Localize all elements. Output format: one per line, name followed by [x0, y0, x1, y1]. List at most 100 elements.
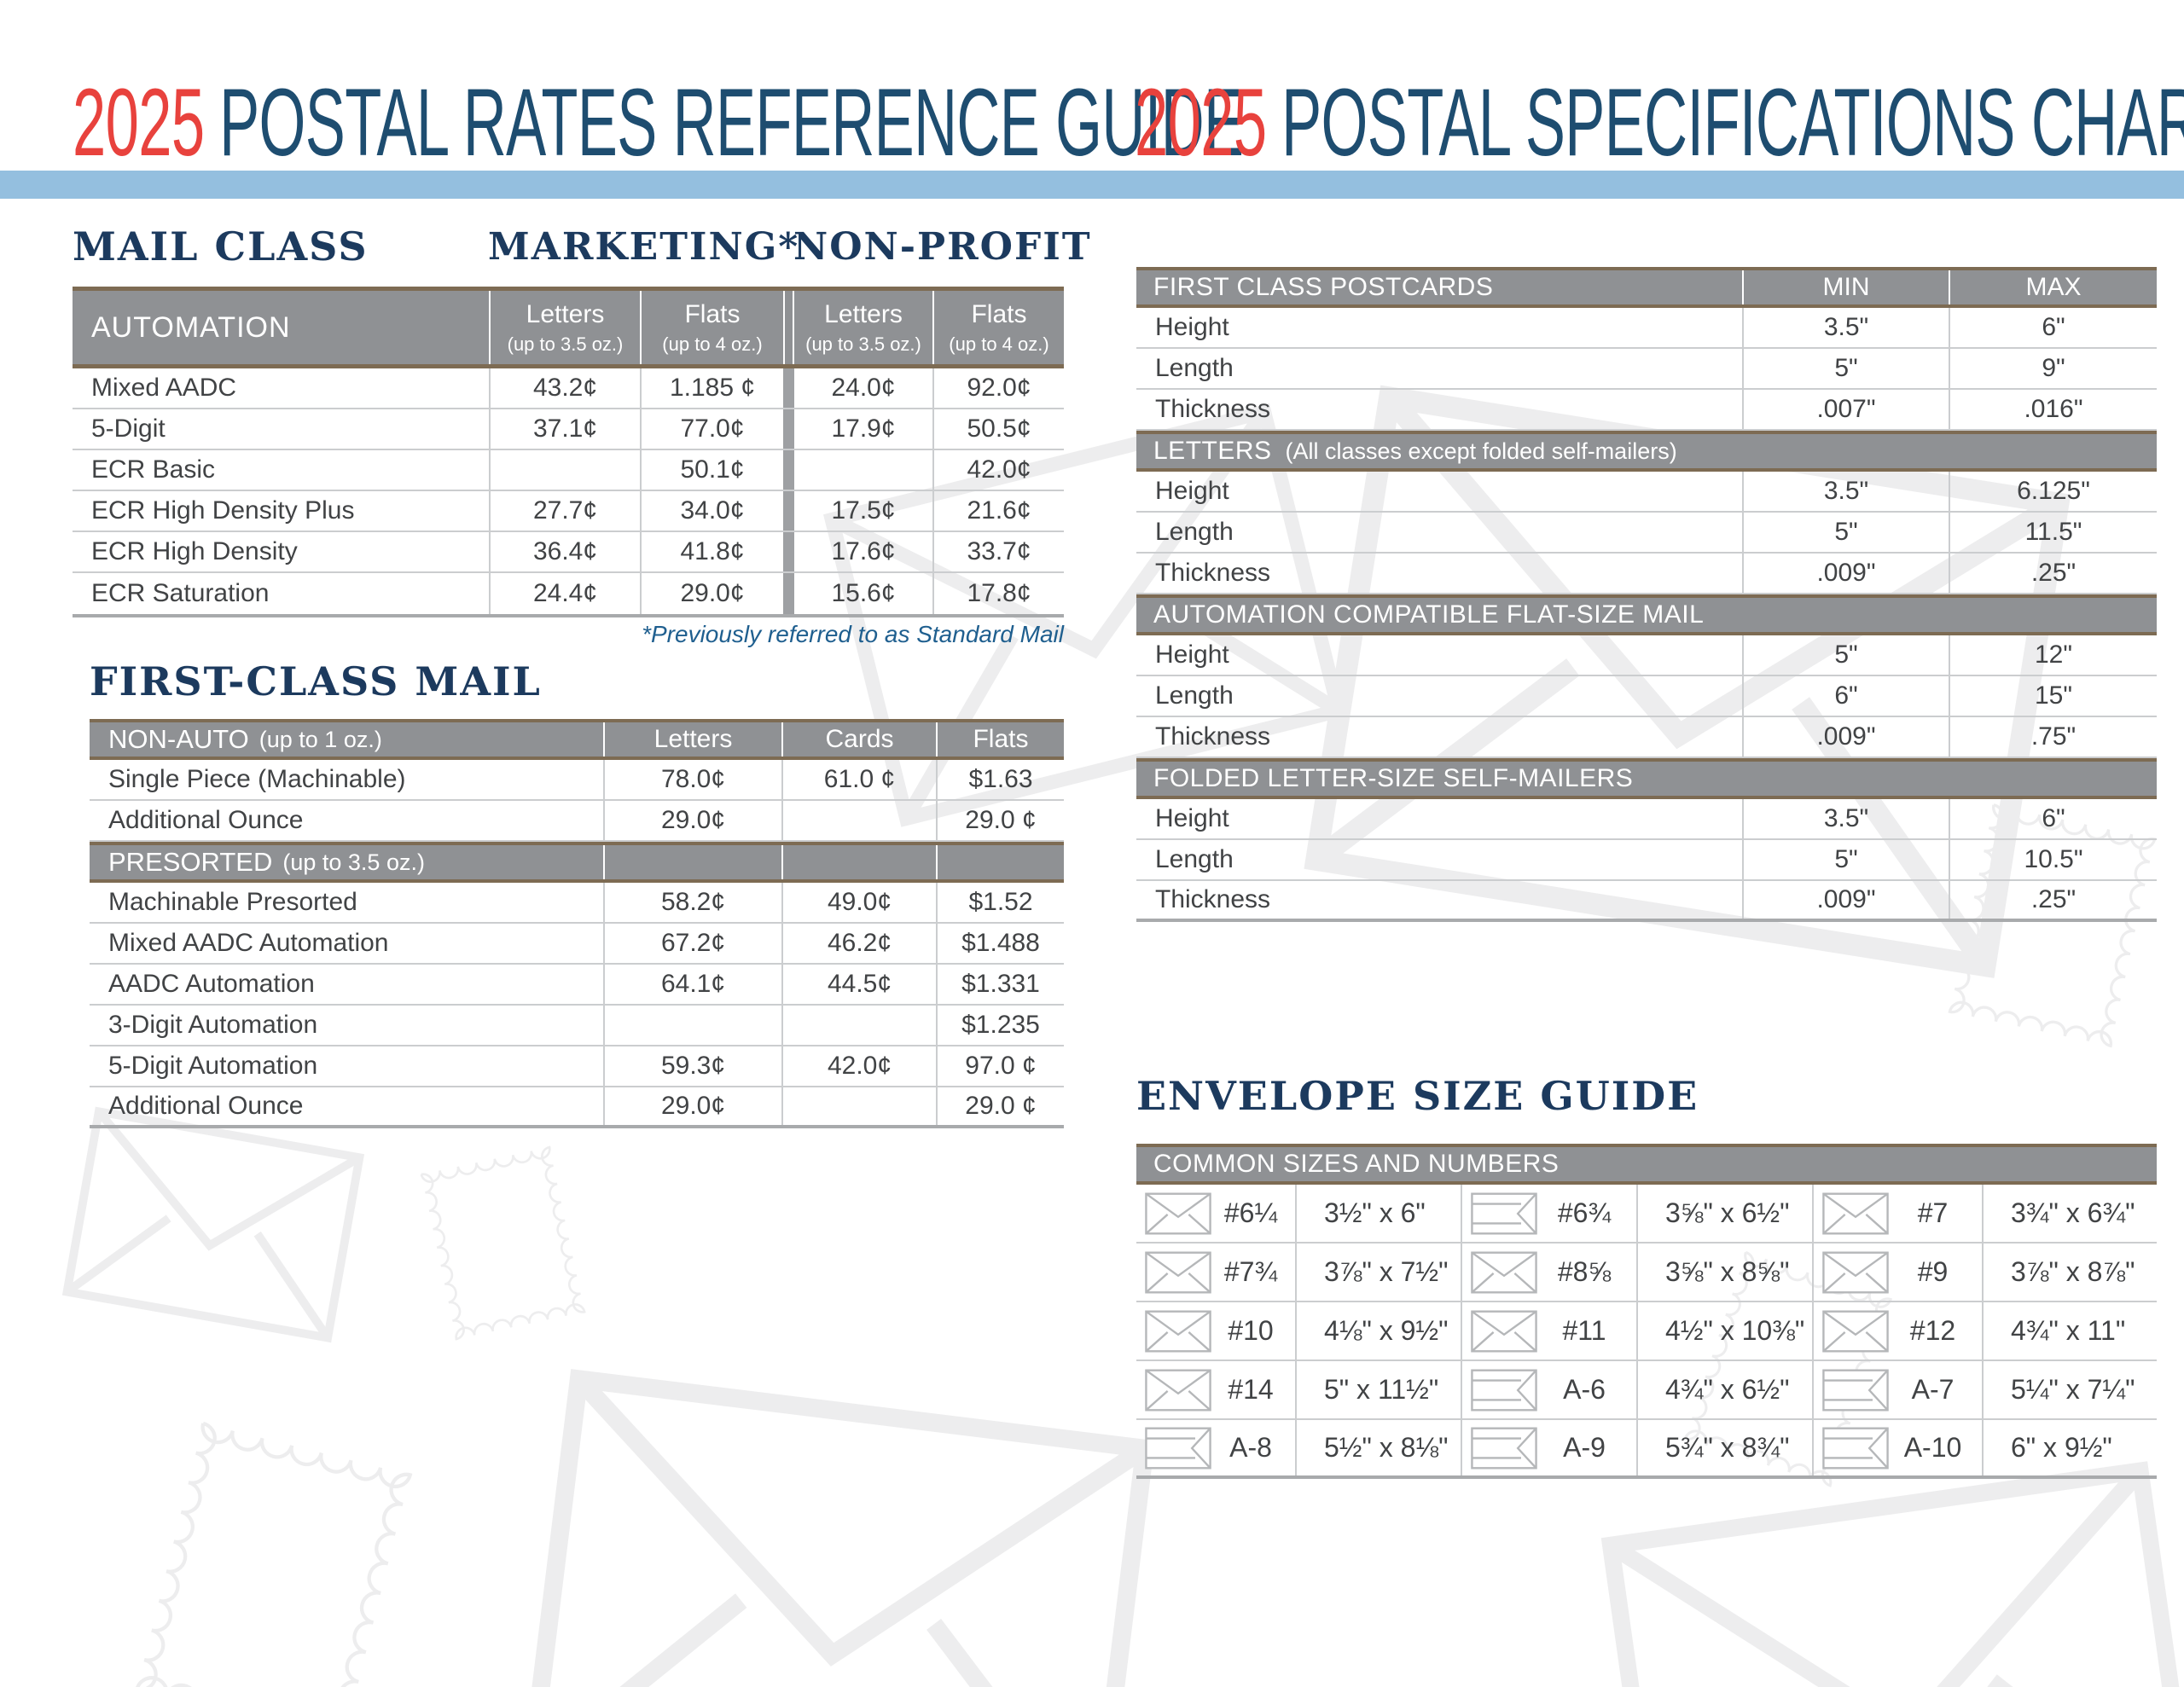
- group-divider: [783, 409, 794, 449]
- envelope-pointed-flap-icon: [1145, 1427, 1211, 1469]
- non-auto-section-header: NON-AUTO (up to 1 oz.) Letters Cards Flat…: [90, 719, 1064, 760]
- table-row: #10 4⅛" x 9½" #11 4½" x 10⅜" #12 4¾" x 1…: [1136, 1302, 2157, 1361]
- envelope-flap-icon: [1145, 1369, 1211, 1411]
- min-cell: .007": [1742, 390, 1949, 429]
- automation-rates-table: AUTOMATION Letters (up to 3.5 oz.) Flats(…: [73, 287, 1064, 617]
- table-row: Thickness .009" .75": [1136, 717, 2157, 758]
- rate-cell: 21.6¢: [932, 491, 1064, 530]
- rate-cell: $1.52: [936, 883, 1064, 922]
- max-cell: 6": [1949, 308, 2157, 347]
- rate-cell: 29.0¢: [603, 801, 781, 840]
- envelope-cell: #7: [1812, 1185, 1982, 1242]
- envelope-size: 4¾" x 11": [1982, 1302, 2157, 1359]
- automation-header-label: AUTOMATION: [91, 310, 291, 344]
- envelope-cell: A-9: [1461, 1420, 1636, 1475]
- rate-cell: 15.6¢: [831, 579, 896, 607]
- table-row: Mixed AADC 43.2¢ 1.185 ¢ 24.0¢ 92.0¢: [73, 368, 1064, 409]
- row-label: Mixed AADC Automation: [108, 929, 389, 957]
- envelope-cell: A-10: [1812, 1420, 1982, 1475]
- min-column-header: MIN: [1742, 270, 1949, 304]
- table-row: Thickness .009" .25": [1136, 881, 2157, 922]
- rate-cell: 50.5¢: [932, 409, 1064, 449]
- letters-section-header: LETTERS (All classes except folded self-…: [1136, 431, 2157, 472]
- table-row: Height 3.5" 6": [1136, 308, 2157, 349]
- row-label: Height: [1155, 641, 1229, 669]
- left-title-year: 2025: [73, 69, 205, 176]
- watermark-stamp: [409, 1138, 598, 1354]
- column-header-flats-marketing: Flats (up to 4 oz.): [640, 291, 783, 364]
- rate-cell: 17.6¢: [831, 537, 896, 565]
- rate-cell: 29.0¢: [640, 573, 783, 614]
- column-header-letters: Letters: [603, 722, 781, 757]
- max-cell: .016": [1949, 390, 2157, 429]
- table-row: Additional Ounce 29.0¢ 29.0 ¢: [90, 1087, 1064, 1128]
- column-spacer: [936, 845, 1064, 879]
- envelope-pointed-flap-icon: [1471, 1192, 1537, 1234]
- rate-cell: 34.0¢: [640, 491, 783, 530]
- min-cell: .009": [1742, 881, 1949, 919]
- table-row: Length 5" 9": [1136, 349, 2157, 390]
- envelope-size: 5½" x 8⅛": [1295, 1420, 1461, 1475]
- rate-cell: 29.0¢: [603, 1087, 781, 1125]
- envelope-cell: A-6: [1461, 1361, 1636, 1418]
- left-page-title: 2025 POSTAL RATES REFERENCE GUIDE: [73, 75, 1931, 171]
- envelope-size: 4¾" x 6½": [1636, 1361, 1812, 1418]
- envelope-cell: #6¼: [1136, 1185, 1295, 1242]
- row-label: Additional Ounce: [108, 1092, 304, 1120]
- envelope-flap-icon: [1822, 1310, 1889, 1352]
- rate-cell: 58.2¢: [603, 883, 781, 922]
- rate-cell: 49.0¢: [781, 883, 936, 922]
- rate-cell: 17.8¢: [932, 573, 1064, 614]
- max-cell: 15": [1949, 676, 2157, 716]
- envelope-size: 3⅞" x 8⅞": [1982, 1244, 2157, 1301]
- right-title-text: POSTAL SPECIFICATIONS CHART: [1281, 69, 2184, 176]
- non-auto-label: NON-AUTO (up to 1 oz.): [108, 724, 382, 754]
- envelope-cell: #14: [1136, 1361, 1295, 1418]
- column-header-letters-nonprofit: Letters (up to 3.5 oz.): [805, 299, 921, 355]
- right-page-title: 2025 POSTAL SPECIFICATIONS CHART: [1135, 75, 2184, 171]
- min-cell: 5": [1742, 635, 1949, 675]
- column-header-flats: Flats: [936, 722, 1064, 757]
- divider-band: [0, 171, 2184, 199]
- envelope-flap-icon: [1145, 1192, 1211, 1234]
- rate-cell: $1.235: [936, 1006, 1064, 1045]
- rate-cell: $1.488: [936, 924, 1064, 963]
- table-row: Machinable Presorted 58.2¢ 49.0¢ $1.52: [90, 883, 1064, 924]
- rate-cell: [781, 1006, 936, 1045]
- rate-cell: 33.7¢: [932, 532, 1064, 571]
- min-cell: 3.5": [1742, 308, 1949, 347]
- column-header-flats-nonprofit: Flats (up to 4 oz.): [932, 291, 1064, 364]
- envelope-size: 3⅝" x 8⅝": [1636, 1244, 1812, 1301]
- watermark-envelope: [506, 1244, 1182, 1687]
- envelope-flap-icon: [1145, 1251, 1211, 1293]
- table-row: 5-Digit 37.1¢ 77.0¢ 17.9¢ 50.5¢: [73, 409, 1064, 450]
- envelope-flap-icon: [1822, 1192, 1889, 1234]
- table-row: #6¼ 3½" x 6" #6¾ 3⅝" x 6½" #7 3¾" x 6¾": [1136, 1185, 2157, 1244]
- min-cell: .009": [1742, 717, 1949, 757]
- rate-cell: 77.0¢: [640, 409, 783, 449]
- envelope-flap-icon: [1471, 1310, 1537, 1352]
- table-row: Mixed AADC Automation 67.2¢ 46.2¢ $1.488: [90, 924, 1064, 965]
- row-label: Length: [1155, 681, 1234, 710]
- table-row: A-8 5½" x 8⅛" A-9 5¾" x 8¾" A-10 6" x 9½…: [1136, 1420, 2157, 1479]
- min-cell: 3.5": [1742, 799, 1949, 838]
- row-label: Additional Ounce: [108, 806, 304, 834]
- rate-cell: 24.4¢: [489, 573, 640, 614]
- rate-cell: 67.2¢: [603, 924, 781, 963]
- nonprofit-group-heading: NON-PROFIT: [793, 225, 1092, 269]
- rate-cell: 27.7¢: [489, 491, 640, 530]
- section-title: FIRST CLASS POSTCARDS: [1153, 273, 1494, 301]
- group-divider: [783, 368, 794, 408]
- table-row: ECR High Density Plus 27.7¢ 34.0¢ 17.5¢ …: [73, 491, 1064, 532]
- first-class-heading: FIRST-CLASS MAIL: [90, 658, 542, 704]
- column-spacer: [603, 845, 781, 879]
- presorted-section-header: PRESORTED (up to 3.5 oz.): [90, 842, 1064, 883]
- column-header-cards: Cards: [781, 722, 936, 757]
- envelope-cell: #10: [1136, 1302, 1295, 1359]
- rate-cell: 50.1¢: [640, 450, 783, 490]
- first-class-rates-table: NON-AUTO (up to 1 oz.) Letters Cards Flat…: [90, 719, 1064, 1128]
- envelope-size: 4⅛" x 9½": [1295, 1302, 1461, 1359]
- self-mailers-section-header: FOLDED LETTER-SIZE SELF-MAILERS: [1136, 758, 2157, 799]
- envelope-pointed-flap-icon: [1471, 1369, 1537, 1411]
